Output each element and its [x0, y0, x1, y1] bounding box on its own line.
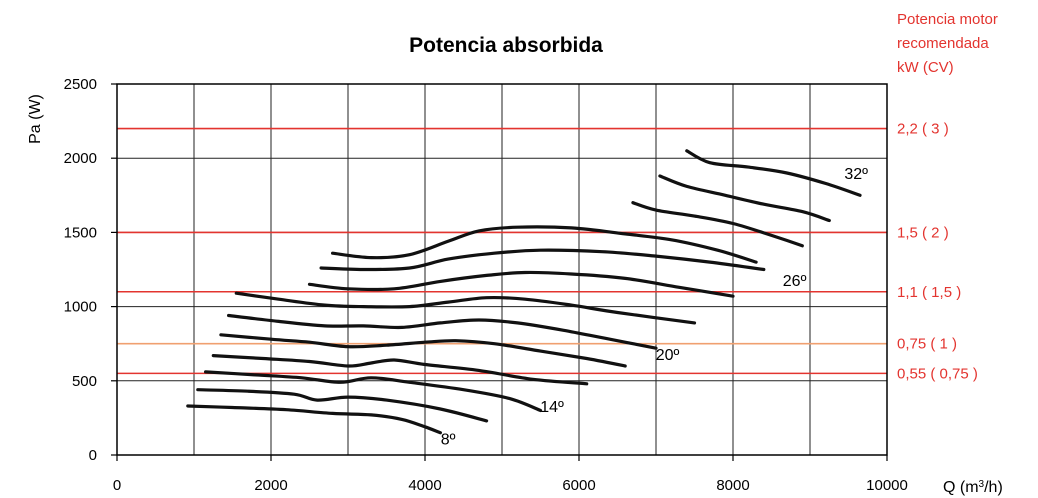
series-line	[658, 174, 831, 223]
y-tick-label: 2000	[64, 150, 97, 167]
chart-title: Potencia absorbida	[409, 34, 603, 57]
curve-label: 20º	[656, 347, 680, 364]
y-tick-label: 500	[72, 373, 97, 390]
motor-power-label: 1,5 ( 2 )	[897, 224, 949, 241]
series-line	[211, 354, 589, 386]
series-line	[186, 404, 442, 435]
y-tick-label: 1500	[64, 224, 97, 241]
y-tick-label: 2500	[64, 76, 97, 93]
series-line	[307, 270, 735, 298]
y-axis-label: Pa (W)	[27, 94, 44, 144]
motor-power-label: 1,1 ( 1,5 )	[897, 284, 961, 301]
x-axis-label: Q (m3/h)	[943, 479, 1003, 497]
series-line	[685, 149, 862, 197]
series-line	[234, 291, 697, 325]
grid	[117, 84, 887, 455]
x-tick-label: 10000	[866, 477, 908, 494]
right-axis-title: Potencia motor recomendada kW (CV)	[897, 11, 1002, 76]
series-line	[196, 388, 489, 423]
curve-label: 32º	[844, 166, 868, 183]
x-tick-label: 6000	[562, 477, 595, 494]
plot-frame	[116, 83, 888, 456]
series-line	[204, 370, 543, 413]
series-line	[227, 313, 658, 350]
x-axis-label-suffix: /h)	[984, 479, 1003, 496]
series-line	[631, 201, 804, 248]
right-axis-title-line-2: recomendada	[897, 35, 989, 52]
x-tick-label: 4000	[408, 477, 441, 494]
curve-label: 8º	[441, 432, 456, 449]
x-tick-label: 2000	[254, 477, 287, 494]
right-axis-title-line-1: Potencia motor	[897, 11, 998, 28]
series-line	[219, 333, 627, 368]
curve-label: 26º	[783, 273, 807, 290]
y-tick-label: 0	[89, 447, 97, 464]
motor-power-label: 0,75 ( 1 )	[897, 336, 957, 353]
x-tick-label: 0	[113, 477, 121, 494]
curve-label: 14º	[540, 399, 564, 416]
series-line	[331, 225, 758, 264]
axis-ticks: 0 2000 4000 6000 8000 10000 0 500 1000 1500 2000 25…	[64, 76, 908, 494]
curve-labels: 8º 14º 20º 26º 32º	[441, 166, 868, 449]
y-tick-label: 1000	[64, 299, 97, 316]
x-axis-label-sup: 3	[979, 479, 985, 490]
series-curves	[186, 149, 862, 435]
motor-power-label: 2,2 ( 3 )	[897, 121, 949, 138]
x-tick-label: 8000	[716, 477, 749, 494]
series-line	[319, 248, 766, 272]
x-axis-label-prefix: Q (m	[943, 479, 979, 496]
right-axis-title-line-3: kW (CV)	[897, 59, 954, 76]
motor-power-label: 0,55 ( 0,75 )	[897, 365, 978, 382]
